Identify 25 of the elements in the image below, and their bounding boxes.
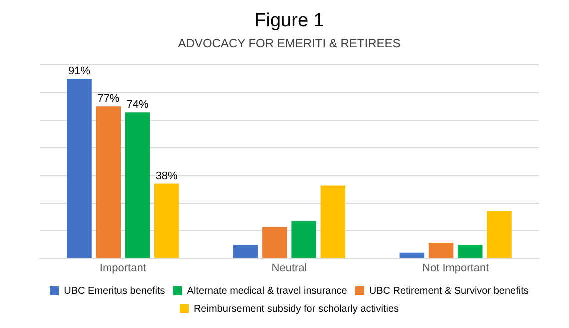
bar — [96, 106, 121, 258]
bar — [487, 211, 512, 258]
data-label: 91% — [68, 66, 91, 78]
chart-subtitle: ADVOCACY FOR EMERITI & RETIREES — [178, 36, 401, 50]
bar — [67, 79, 92, 258]
bar — [125, 112, 150, 258]
bar — [233, 244, 258, 258]
bar — [292, 221, 316, 258]
data-label: 38% — [156, 170, 178, 182]
legend-label: UBC Emeritus benefits — [64, 286, 166, 297]
bar — [458, 244, 483, 258]
bar — [400, 252, 425, 258]
bar — [428, 242, 454, 258]
bar — [320, 186, 346, 258]
bar — [154, 184, 180, 258]
bar — [262, 227, 288, 258]
x-tick-label: Neutral — [272, 262, 308, 274]
x-tick-label: Not Important — [422, 262, 490, 274]
legend-label: Reimbursement subsidy for scholarly activities — [194, 304, 400, 315]
legend-label: Alternate medical & travel insurance — [187, 286, 348, 297]
legend-label: UBC Retirement & Survivor benefits — [369, 286, 529, 297]
x-tick-label: Important — [100, 262, 146, 274]
data-label: 77% — [98, 93, 120, 106]
data-label: 74% — [126, 99, 149, 112]
chart-title: Figure 1 — [254, 10, 324, 32]
